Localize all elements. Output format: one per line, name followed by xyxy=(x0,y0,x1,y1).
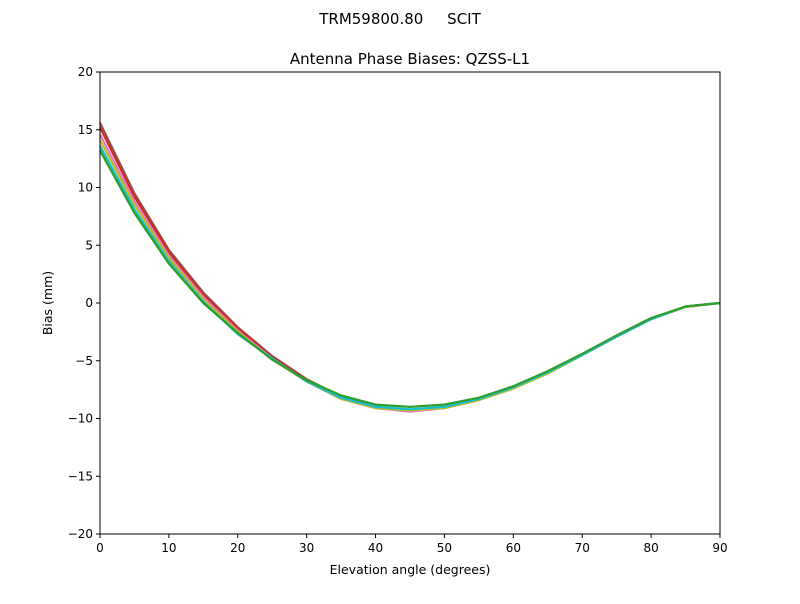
series-line-5 xyxy=(99,149,721,408)
x-tick-label: 80 xyxy=(643,541,658,555)
x-tick-label: 50 xyxy=(437,541,452,555)
plot-frame xyxy=(99,71,721,535)
y-tick-label: 0 xyxy=(85,296,93,310)
y-tick-label: −10 xyxy=(68,412,93,426)
series-line-1 xyxy=(99,126,721,412)
series-line-0 xyxy=(99,122,721,412)
chart-title: Antenna Phase Biases: QZSS-L1 xyxy=(290,50,530,68)
y-tick-label: 15 xyxy=(78,123,93,137)
y-tick-label: −5 xyxy=(75,354,93,368)
x-tick-label: 90 xyxy=(712,541,727,555)
series-line-4 xyxy=(99,145,721,411)
y-tick-label: 20 xyxy=(78,65,93,79)
series-line-2 xyxy=(99,133,721,413)
y-tick-label: −20 xyxy=(68,527,93,541)
y-tick-label: 5 xyxy=(85,238,93,252)
y-tick-label: −15 xyxy=(68,469,93,483)
x-tick-label: 30 xyxy=(299,541,314,555)
y-tick-label: 10 xyxy=(78,181,93,195)
chart-suptitle: TRM59800.80 SCIT xyxy=(318,10,481,28)
x-axis-label: Elevation angle (degrees) xyxy=(330,562,491,577)
x-tick-label: 10 xyxy=(161,541,176,555)
x-tick-label: 40 xyxy=(368,541,383,555)
x-tick-label: 60 xyxy=(506,541,521,555)
series-line-3 xyxy=(99,139,721,412)
x-tick-label: 70 xyxy=(575,541,590,555)
y-axis-label: Bias (mm) xyxy=(40,271,55,335)
x-tick-label: 0 xyxy=(96,541,104,555)
x-tick-label: 20 xyxy=(230,541,245,555)
